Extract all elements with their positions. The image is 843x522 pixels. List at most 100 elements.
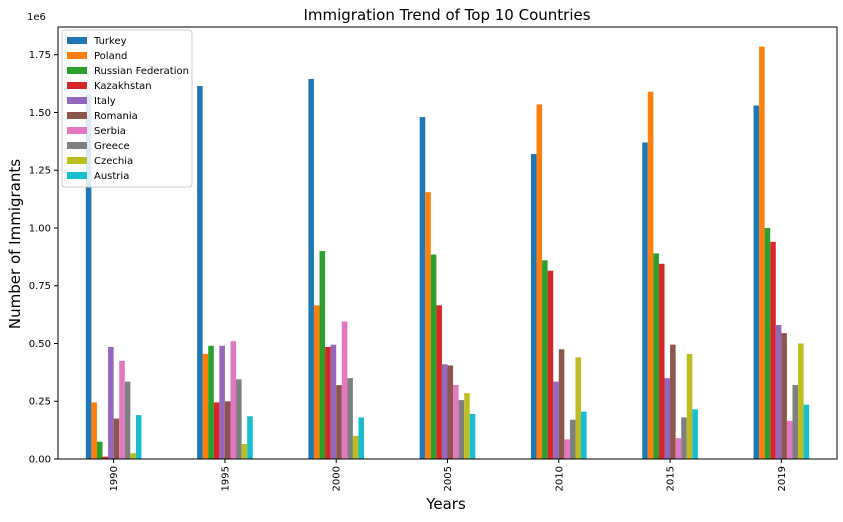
bar bbox=[85, 93, 92, 460]
legend-label: Austria bbox=[94, 171, 129, 182]
bar bbox=[430, 254, 437, 459]
x-tick-label: 2000 bbox=[332, 466, 343, 491]
legend-swatch bbox=[67, 127, 87, 134]
bar bbox=[102, 456, 109, 459]
x-axis: 1990 1995 2000 2005 2010 2015 2019 bbox=[109, 459, 788, 491]
bar bbox=[219, 345, 225, 459]
bar bbox=[341, 321, 348, 459]
x-tick-label: 2015 bbox=[666, 466, 677, 491]
bar bbox=[581, 411, 587, 459]
bar bbox=[536, 104, 543, 459]
legend-swatch bbox=[67, 172, 87, 179]
bar bbox=[569, 419, 576, 459]
legend-swatch bbox=[67, 157, 87, 164]
legend-swatch bbox=[67, 142, 87, 149]
bar bbox=[681, 417, 687, 459]
bar bbox=[441, 364, 448, 459]
y-tick-label: 1.00 bbox=[29, 223, 51, 234]
y-tick-label: 0.25 bbox=[29, 397, 51, 408]
bar bbox=[775, 325, 782, 459]
legend-label: Greece bbox=[94, 141, 130, 152]
bar bbox=[759, 46, 765, 459]
bar bbox=[675, 438, 682, 459]
bar bbox=[230, 341, 237, 459]
bar bbox=[798, 343, 804, 459]
bar bbox=[658, 263, 665, 459]
legend-label: Kazakhstan bbox=[94, 81, 152, 92]
y-tick-label: 1.50 bbox=[29, 108, 51, 119]
bar bbox=[753, 105, 760, 460]
bar bbox=[347, 378, 353, 459]
legend-swatch bbox=[67, 37, 87, 44]
bar bbox=[325, 346, 331, 459]
bar bbox=[469, 413, 476, 459]
legend-swatch bbox=[67, 67, 87, 74]
bar bbox=[197, 85, 203, 459]
legend: Turkey Poland Russian Federation Kazakhstan… bbox=[61, 29, 193, 188]
y-tick-label: 1.75 bbox=[29, 50, 51, 61]
bar bbox=[464, 393, 470, 459]
bar bbox=[792, 385, 799, 459]
bar bbox=[564, 439, 570, 459]
legend-label: Serbia bbox=[94, 126, 126, 137]
legend-label: Russian Federation bbox=[94, 66, 189, 77]
bar bbox=[124, 381, 131, 459]
y-axis-label: Number of Immigrants bbox=[6, 159, 24, 329]
bar bbox=[686, 353, 693, 459]
bar bbox=[358, 417, 365, 459]
bar bbox=[436, 305, 442, 459]
bar bbox=[130, 453, 136, 459]
legend-label: Poland bbox=[94, 51, 127, 62]
chart-title: Immigration Trend of Top 10 Countries bbox=[303, 6, 590, 24]
bar bbox=[308, 78, 314, 459]
bar bbox=[91, 402, 97, 459]
bar bbox=[319, 251, 326, 459]
y-axis: 0.00 0.25 0.50 0.75 1.00 1.25 1.50 1.75 bbox=[29, 50, 58, 466]
bar bbox=[558, 349, 565, 459]
bar bbox=[803, 404, 810, 459]
bar bbox=[764, 227, 771, 459]
y-tick-label: 0.00 bbox=[29, 455, 51, 466]
legend-swatch bbox=[67, 112, 87, 119]
bar bbox=[419, 117, 426, 459]
bar bbox=[553, 381, 559, 459]
bar bbox=[202, 353, 209, 459]
y-tick-label: 0.50 bbox=[29, 339, 51, 350]
bar bbox=[770, 241, 776, 459]
y-tick-label: 1.25 bbox=[29, 166, 51, 177]
bar bbox=[208, 345, 214, 459]
bar bbox=[135, 415, 142, 459]
bar bbox=[447, 365, 454, 459]
bar bbox=[313, 305, 320, 459]
bar bbox=[247, 416, 253, 459]
bar bbox=[336, 385, 342, 459]
bar bbox=[647, 91, 654, 460]
bar bbox=[330, 344, 337, 459]
legend-label: Czechia bbox=[94, 156, 133, 167]
legend-label: Turkey bbox=[93, 36, 127, 47]
bar bbox=[530, 154, 537, 459]
bar bbox=[542, 260, 548, 459]
x-tick-label: 2019 bbox=[777, 466, 788, 491]
bar bbox=[108, 346, 114, 459]
x-tick-label: 1990 bbox=[109, 466, 120, 491]
x-axis-label: Years bbox=[425, 495, 466, 513]
y-tick-label: 0.75 bbox=[29, 281, 51, 292]
bar bbox=[236, 379, 242, 459]
bar bbox=[653, 253, 659, 459]
bar bbox=[786, 420, 793, 459]
y-axis-multiplier: 1e6 bbox=[27, 12, 46, 23]
bar bbox=[664, 378, 671, 459]
bar bbox=[224, 401, 231, 459]
bar bbox=[213, 402, 220, 459]
bar bbox=[670, 344, 676, 459]
bar bbox=[547, 270, 554, 459]
x-tick-label: 2005 bbox=[443, 466, 454, 491]
bar bbox=[96, 441, 103, 459]
x-tick-label: 2010 bbox=[554, 466, 565, 491]
legend-box bbox=[61, 29, 193, 188]
bar bbox=[119, 360, 125, 459]
bar bbox=[425, 192, 431, 459]
